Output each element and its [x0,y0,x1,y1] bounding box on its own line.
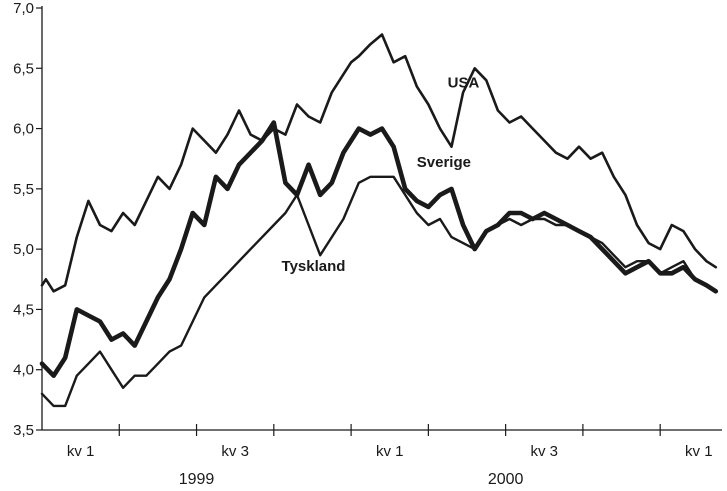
series-line-usa [40,33,718,293]
y-tick-label: 7,0 [13,0,34,17]
quarter-label: kv 1 [376,443,404,460]
y-tick-label: 4,5 [13,301,34,318]
series-label-usa: USA [448,75,480,92]
series-label-sverige: Sverige [417,154,471,171]
quarter-label: kv 3 [531,443,559,460]
axis-labels: kv 1 kv 3 kv 1 kv 3 kv 1 1999 2000 [67,443,713,488]
y-ticks: 3,5 4,0 4,5 5,0 5,5 6,0 6,5 7,0 [13,0,42,439]
year-label: 1999 [179,471,215,488]
x-ticks [118,424,661,436]
quarter-label: kv 1 [685,443,713,460]
series-line-tyskland [40,175,717,408]
y-tick-label: 3,5 [13,422,34,439]
quarter-label: kv 1 [67,443,95,460]
series-labels: USA Sverige Tyskland [282,75,480,275]
series-layer [39,33,719,408]
series-label-tyskland: Tyskland [282,258,346,275]
series-line-sverige [39,120,719,378]
quarter-label: kv 3 [221,443,249,460]
y-tick-label: 6,5 [13,60,34,77]
y-tick-label: 5,5 [13,181,34,198]
y-tick-label: 4,0 [13,362,34,379]
axes-layer [41,6,722,431]
y-tick-label: 5,0 [13,241,34,258]
year-label: 2000 [488,471,524,488]
y-tick-label: 6,0 [13,121,34,138]
